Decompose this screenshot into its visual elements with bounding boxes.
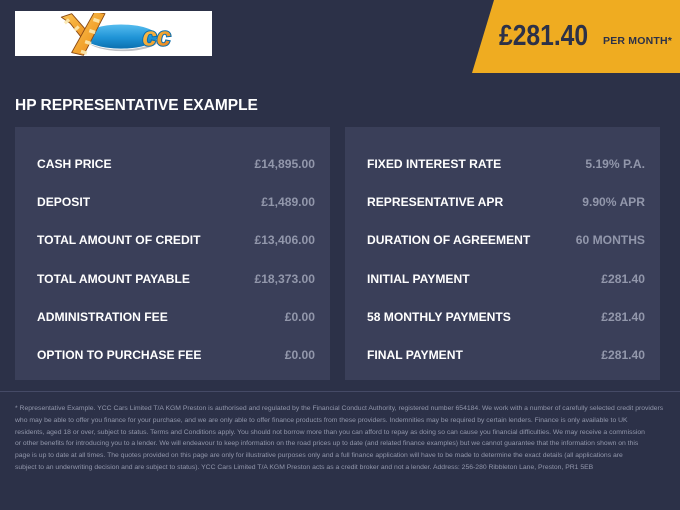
svg-text:cc: cc	[142, 24, 171, 52]
